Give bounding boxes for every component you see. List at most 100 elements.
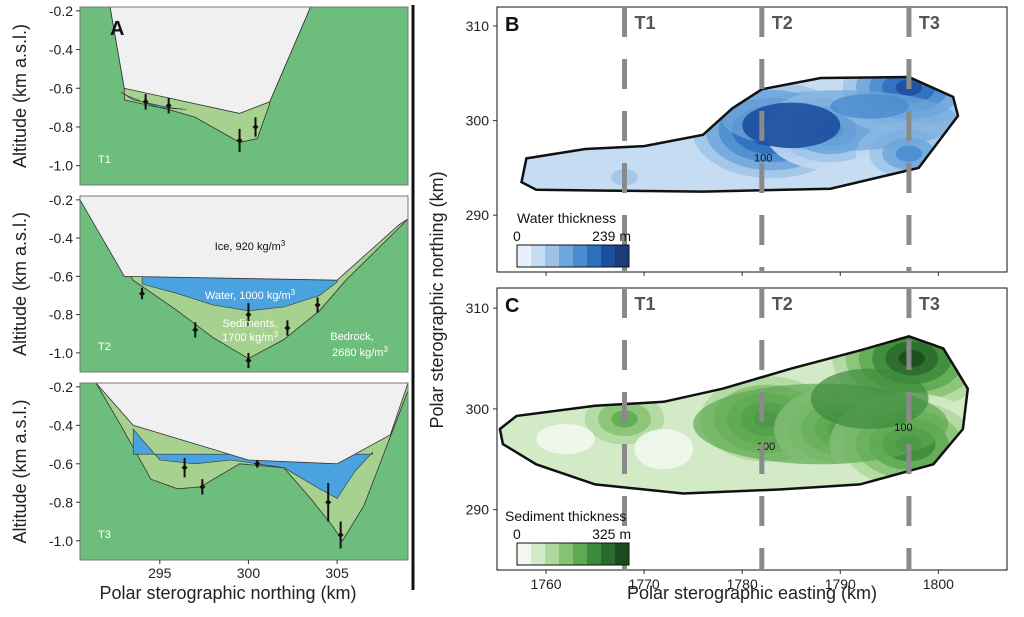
colorbar-swatch: [559, 543, 574, 565]
thickness-contour: [830, 94, 909, 119]
data-point: [337, 531, 344, 538]
data-point: [181, 464, 188, 471]
colorbar-swatch: [601, 543, 616, 565]
water-layer: [120, 91, 187, 110]
colorbar-swatch: [517, 543, 532, 565]
x-tick-label: 1800: [923, 576, 954, 592]
contour-label: 100: [754, 152, 772, 164]
thickness-contour: [742, 102, 841, 149]
layer-label-sediments: Sediments,: [222, 318, 277, 330]
data-point: [139, 290, 146, 297]
contour-label: 100: [894, 422, 912, 434]
x-tick-label: 305: [325, 565, 349, 581]
x-tick-label: 1780: [727, 576, 758, 592]
x-tick-label: 295: [148, 565, 172, 581]
colorbar-swatch: [587, 543, 602, 565]
data-point: [192, 326, 199, 333]
data-point: [165, 102, 172, 109]
data-point: [199, 483, 206, 490]
subplot-t1: -0.2 -0.4 -0.6 -0.8 -1.0 Altitude (km a.s.l.)…: [10, 3, 409, 186]
y-tick-label: -0.8: [49, 119, 73, 135]
colorbar-swatch: [517, 245, 532, 267]
bc-x-axis-label: Polar sterographic easting (km): [627, 583, 877, 603]
layer-label-sediments-density: 1700 kg/m3: [222, 330, 278, 345]
y-tick-label: 290: [466, 502, 490, 518]
y-tick-label: 300: [466, 113, 490, 129]
panel-a-x-axis-label: Polar sterographic northing (km): [99, 583, 356, 603]
data-point: [245, 357, 252, 364]
data-point: [325, 499, 332, 506]
panel-label: B: [505, 14, 519, 36]
transect-label: T1: [635, 13, 656, 33]
data-point: [254, 460, 261, 467]
y-tick-label: -0.2: [49, 3, 73, 19]
y-tick-label: -0.6: [49, 268, 73, 284]
panel-label-a: A: [110, 18, 124, 40]
subplot-area: [80, 383, 408, 560]
y-tick-label: 290: [466, 207, 490, 223]
subplot-area: [80, 196, 408, 372]
transect-label: T2: [772, 13, 793, 33]
ice-layer: [95, 383, 408, 465]
y-tick-label: -1.0: [49, 158, 73, 174]
colorbar-swatch: [531, 543, 546, 565]
y-tick-label: -0.8: [49, 494, 73, 510]
thickness-contour: [898, 349, 926, 368]
data-point: [284, 325, 291, 331]
colorbar-title: Sediment thickness: [505, 508, 626, 524]
subplot-area: [80, 7, 408, 185]
y-tick-label: -0.8: [49, 307, 73, 323]
thickness-contour: [810, 368, 929, 429]
y-tick-label: 310: [466, 300, 490, 316]
colorbar-title: Water thickness: [517, 210, 616, 226]
colorbar-swatch: [573, 543, 588, 565]
colorbar-max-label: 239 m: [592, 228, 631, 244]
y-axis-label: Altitude (km a.s.l.): [10, 24, 30, 168]
colorbar-swatch: [545, 543, 560, 565]
y-axis-label: Altitude (km a.s.l.): [10, 399, 30, 543]
transect-label: T2: [98, 341, 111, 353]
y-tick-label: -0.6: [49, 456, 73, 472]
colorbar-max-label: 325 m: [592, 526, 631, 542]
panel-label: C: [505, 295, 519, 317]
y-tick-label: -0.6: [49, 80, 73, 96]
x-tick-label: 1760: [530, 576, 561, 592]
y-tick-label: -0.2: [49, 192, 73, 208]
y-tick-label: -0.4: [49, 230, 73, 246]
water-layer: [132, 428, 373, 499]
colorbar-swatch: [573, 245, 588, 267]
colorbar-min-label: 0: [513, 228, 521, 244]
ice-layer: [80, 196, 408, 281]
subplot-t2: -0.2 -0.4 -0.6 -0.8 -1.0 Altitude (km a.s.l.)…: [10, 192, 409, 373]
transect-label: T1: [635, 294, 656, 314]
data-point: [314, 302, 321, 309]
colorbar-swatch: [545, 245, 560, 267]
colorbar-swatch: [559, 245, 574, 267]
y-tick-label: -0.4: [49, 417, 73, 433]
data-point: [245, 311, 252, 318]
colorbar-swatch: [587, 245, 602, 267]
colorbar-swatch: [615, 543, 630, 565]
x-tick-label: 300: [237, 565, 261, 581]
ice-layer: [109, 7, 311, 114]
layer-label-water: Water, 1000 kg/m3: [205, 288, 296, 303]
subplot-frame: [79, 195, 409, 373]
transect-label: T3: [98, 529, 111, 541]
subplot-frame: [79, 6, 409, 186]
panel-a: -0.2 -0.4 -0.6 -0.8 -1.0 Altitude (km a.s.l.)…: [10, 3, 409, 603]
colorbar-frame: [516, 542, 630, 566]
colorbar-swatch: [601, 245, 616, 267]
thickness-contour: [634, 429, 694, 470]
thickness-contour: [536, 423, 596, 455]
colorbar-swatch: [531, 245, 546, 267]
transect-label: T3: [919, 13, 940, 33]
y-axis-label: Altitude (km a.s.l.): [10, 212, 30, 356]
panel-b: 100 T1 T2 T3 290 300 310 B Water thickness 0 239 m: [466, 6, 1008, 276]
subplot-t3: -0.2 -0.4 -0.6 -0.8 -1.0 Altitude (km a.s.l.)…: [10, 379, 409, 581]
lake-outline: [498, 334, 970, 495]
bc-y-axis-label: Polar sterographic northing (km): [427, 171, 447, 428]
x-tick-label: 1770: [629, 576, 660, 592]
layer-label-bedrock-density: 2680 kg/m3: [332, 345, 388, 360]
